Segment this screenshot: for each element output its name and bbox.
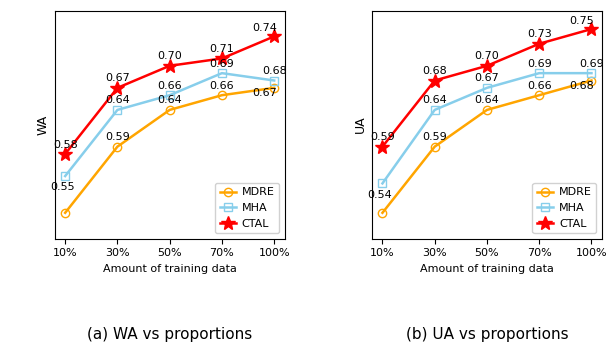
Line: MDRE: MDRE [61,84,278,217]
MHA [483,86,491,90]
Text: 0.66: 0.66 [157,81,182,91]
MHA [536,71,543,75]
Text: 0.70: 0.70 [157,51,182,61]
Text: 0.50: 0.50 [0,355,1,356]
Text: (a) WA vs proportions: (a) WA vs proportions [87,327,252,342]
Text: 0.68: 0.68 [262,66,286,76]
MHA [431,108,438,112]
Legend: MDRE, MHA, CTAL: MDRE, MHA, CTAL [215,183,279,233]
X-axis label: Amount of training data: Amount of training data [420,264,554,274]
MDRE [166,108,173,112]
MDRE [379,211,386,215]
Text: 0.64: 0.64 [475,95,499,105]
CTAL [271,34,278,38]
Text: 0.75: 0.75 [570,16,595,26]
Y-axis label: UA: UA [353,116,367,134]
Text: 0.64: 0.64 [157,95,182,105]
MDRE [588,78,595,83]
Text: 0.50: 0.50 [0,355,1,356]
Y-axis label: WA: WA [36,115,49,135]
Text: 0.68: 0.68 [423,66,447,76]
CTAL [431,78,438,83]
MDRE [218,93,226,97]
Text: 0.54: 0.54 [367,189,392,200]
MDRE [271,86,278,90]
Line: MHA: MHA [61,69,278,180]
Text: 0.66: 0.66 [210,81,234,91]
Text: 0.64: 0.64 [423,95,447,105]
MHA [114,108,121,112]
Text: 0.67: 0.67 [475,73,499,83]
Text: 0.69: 0.69 [210,59,234,69]
CTAL [483,64,491,68]
MHA [271,78,278,83]
CTAL [61,152,69,156]
CTAL [166,64,173,68]
CTAL [379,145,386,149]
Text: 0.69: 0.69 [527,59,551,69]
Text: 0.71: 0.71 [210,44,234,54]
MDRE [536,93,543,97]
MHA [588,71,595,75]
Text: 0.68: 0.68 [570,81,595,91]
MHA [379,181,386,185]
MDRE [114,145,121,149]
Text: 0.67: 0.67 [105,73,130,83]
X-axis label: Amount of training data: Amount of training data [103,264,237,274]
Text: 0.74: 0.74 [252,23,277,33]
Text: 0.59: 0.59 [423,132,447,142]
MDRE [61,211,69,215]
MHA [166,93,173,97]
MHA [61,174,69,178]
CTAL [114,86,121,90]
Text: 0.58: 0.58 [53,140,78,150]
CTAL [536,42,543,46]
Text: 0.59: 0.59 [370,132,395,142]
MDRE [431,145,438,149]
Text: 0.64: 0.64 [105,95,130,105]
Text: (b) UA vs proportions: (b) UA vs proportions [406,327,568,342]
Text: 0.73: 0.73 [527,29,551,40]
Line: CTAL: CTAL [376,22,598,153]
MDRE [483,108,491,112]
CTAL [218,56,226,61]
Line: MDRE: MDRE [378,76,596,217]
Legend: MDRE, MHA, CTAL: MDRE, MHA, CTAL [533,183,596,233]
Text: 0.67: 0.67 [252,88,277,98]
Text: 0.59: 0.59 [105,132,130,142]
Text: 0.69: 0.69 [579,59,604,69]
Text: 0.70: 0.70 [475,51,499,61]
Line: MHA: MHA [378,69,596,188]
Text: 0.55: 0.55 [50,182,75,192]
CTAL [588,27,595,31]
MHA [218,71,226,75]
Line: CTAL: CTAL [58,30,281,161]
Text: 0.66: 0.66 [527,81,551,91]
